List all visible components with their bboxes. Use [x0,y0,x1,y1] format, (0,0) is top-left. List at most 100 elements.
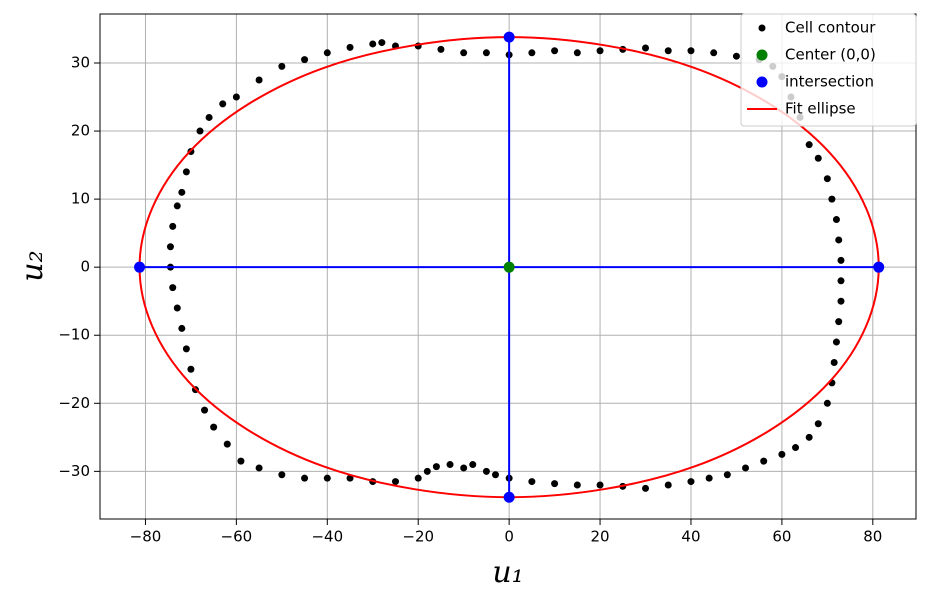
point [503,31,515,43]
legend-box [740,13,917,127]
point [187,365,195,373]
point [369,40,377,48]
point [196,127,204,135]
point [237,457,245,465]
point [664,47,672,55]
point [482,467,490,475]
point [232,93,240,101]
point [503,261,515,273]
point [723,471,731,479]
x-tick-label: −80 [130,528,162,546]
point [323,474,331,482]
point [837,297,845,305]
point [173,304,181,312]
x-tick-label: −40 [311,528,343,546]
point [742,464,750,472]
point [223,440,231,448]
point [687,478,695,486]
point [182,345,190,353]
point [169,222,177,230]
point [460,49,468,57]
y-tick-label: 10 [71,190,90,208]
point [346,43,354,51]
y-tick-label: −30 [58,462,90,480]
point [178,324,186,332]
point [219,100,227,108]
point [596,481,604,489]
legend-label: intersection [785,73,874,91]
point [835,236,843,244]
point [778,450,786,458]
y-tick-label: 30 [71,54,90,72]
point [278,471,286,479]
point [432,463,440,471]
y-tick-label: 20 [71,122,90,140]
point [482,49,490,57]
point [446,461,454,469]
point [828,195,836,203]
point [169,284,177,292]
y-tick-label: −20 [58,394,90,412]
point [732,52,740,60]
point [503,491,515,503]
legend-label: Center (0,0) [785,46,876,64]
legend-label: Fit ellipse [785,100,856,118]
point [573,481,581,489]
point [792,444,800,452]
point [166,243,174,251]
point [760,457,768,465]
x-tick-label: 60 [772,528,791,546]
point [642,484,650,492]
y-axis-label: u₂ [15,250,50,281]
point [391,478,399,486]
legend-marker [756,76,768,88]
point [551,480,559,488]
point [805,433,813,441]
point [278,62,286,70]
point [182,168,190,176]
legend: Cell contour Center (0,0) intersection Fit … [740,13,917,127]
x-tick-label: −20 [402,528,434,546]
point [823,399,831,407]
point [437,45,445,53]
x-tick-label: 80 [863,528,882,546]
point [378,39,386,47]
point [255,76,263,84]
x-tick-label: 0 [504,528,514,546]
point [178,188,186,196]
point [301,56,309,64]
point [201,406,209,414]
point [460,464,468,472]
point [469,461,477,469]
point [710,49,718,57]
point [173,202,181,210]
point [832,338,840,346]
legend-marker [756,49,768,61]
point [837,256,845,264]
point [805,141,813,149]
point [573,49,581,57]
point [323,49,331,57]
point [835,318,843,326]
x-tick-label: 40 [681,528,700,546]
y-tick-label: −10 [58,326,90,344]
point [664,481,672,489]
point [551,47,559,55]
point [528,49,536,57]
plot-frame [99,13,917,520]
point [134,261,146,273]
point [873,261,885,273]
point [687,47,695,55]
point [814,420,822,428]
point [814,154,822,162]
point [705,474,713,482]
point [210,423,218,431]
point [255,464,263,472]
point [491,471,499,479]
point [528,478,536,486]
point [830,358,838,366]
point [642,44,650,52]
x-tick-label: −60 [221,528,253,546]
point [414,474,422,482]
